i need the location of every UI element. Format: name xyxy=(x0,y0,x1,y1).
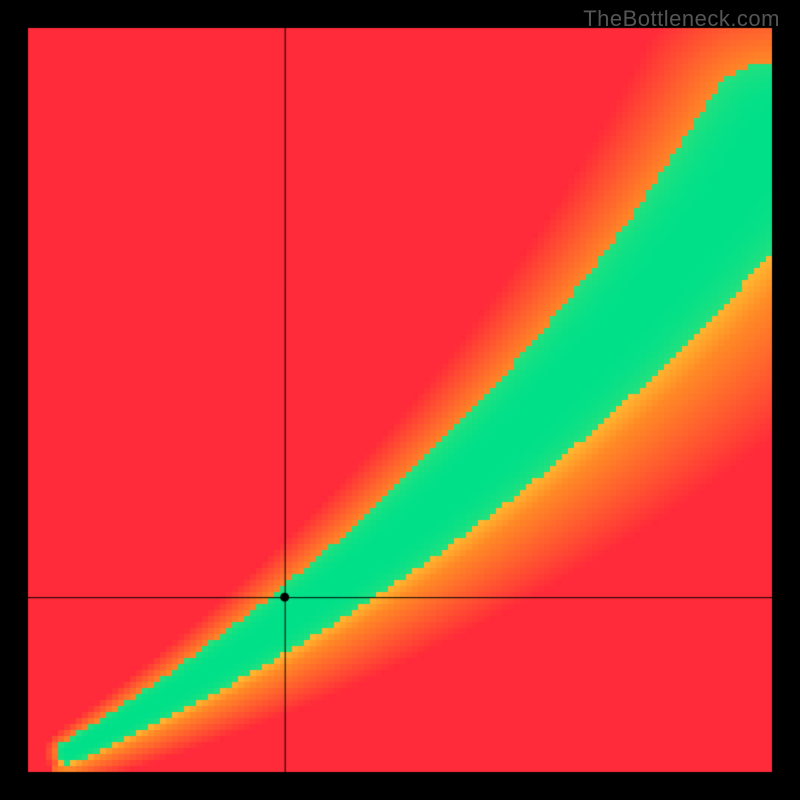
bottleneck-heatmap xyxy=(0,0,800,800)
watermark-text: TheBottleneck.com xyxy=(583,6,780,32)
